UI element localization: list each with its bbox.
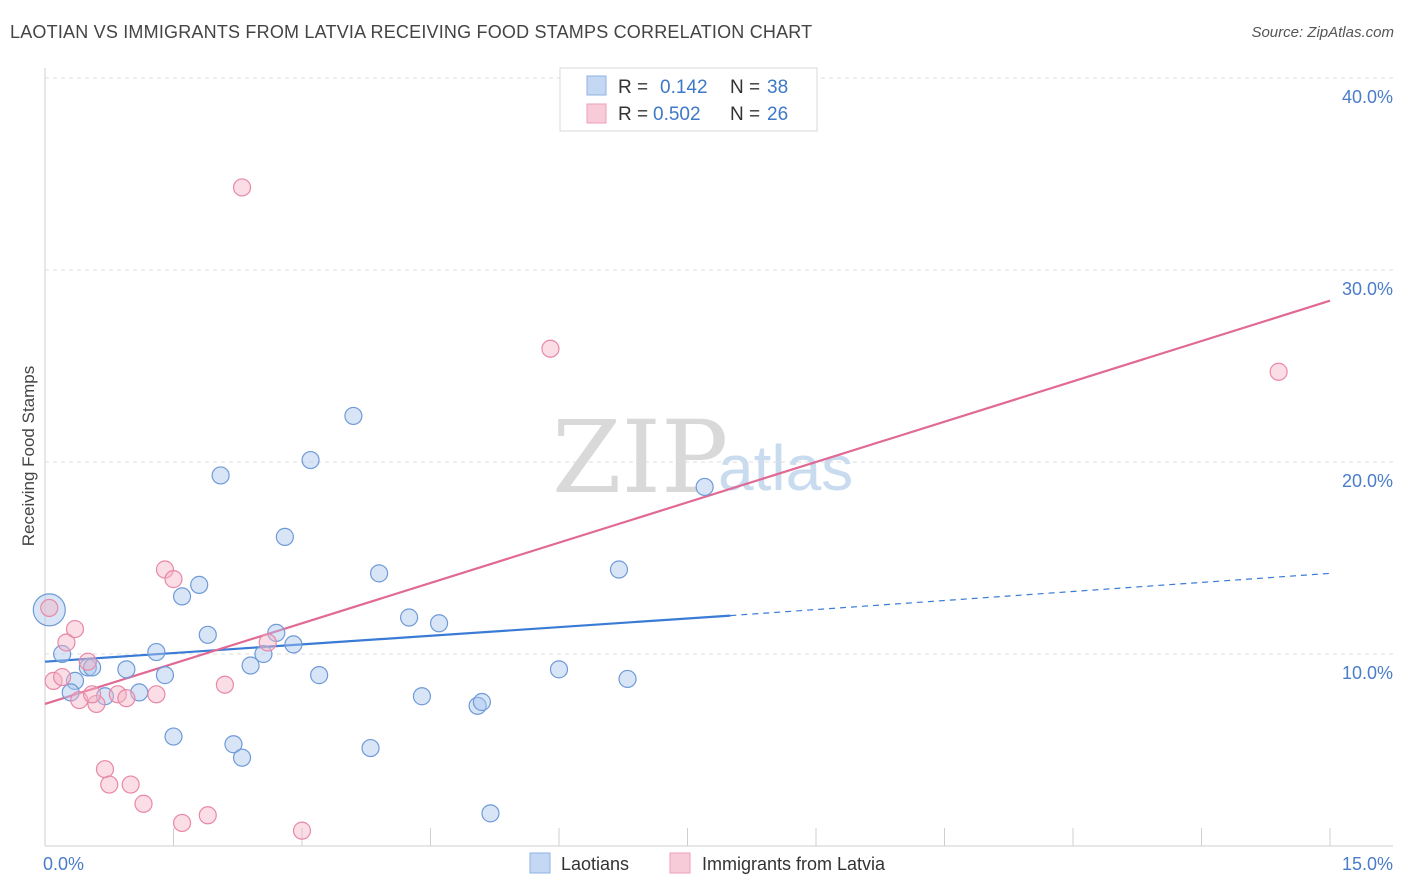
latvia-point xyxy=(121,775,140,794)
laotians-point xyxy=(695,477,714,497)
trend-lines xyxy=(44,299,1331,705)
x-ticks xyxy=(44,828,1331,846)
legend-swatch-latvia xyxy=(586,103,607,124)
x-tick-label-max: 15.0% xyxy=(1342,854,1393,874)
latvia-point xyxy=(57,633,76,652)
legend-r-label-1: R = xyxy=(618,77,648,98)
laotians-point xyxy=(78,658,97,677)
y-tick-labels: 10.0% 20.0% 30.0% 40.0% xyxy=(1342,87,1393,683)
watermark-zip: ZIP xyxy=(552,399,728,516)
latvia-point xyxy=(258,633,277,652)
laotians-point xyxy=(190,575,209,594)
latvia-point xyxy=(40,598,59,618)
laotians-point xyxy=(53,644,72,664)
bottom-legend-swatch-laotians xyxy=(529,852,551,874)
laotians-point xyxy=(32,593,66,627)
legend-n-value-1: 38 xyxy=(767,77,788,98)
latvia-point xyxy=(100,775,119,794)
laotians-point xyxy=(370,564,389,583)
bottom-legend-swatch-latvia xyxy=(669,852,691,874)
latvia-point xyxy=(65,619,85,639)
y-tick-label: 10.0% xyxy=(1342,663,1393,683)
latvia-point xyxy=(164,570,183,589)
laotians-point xyxy=(147,642,166,662)
trend-line-laotians-extension xyxy=(730,572,1331,617)
laotians-point xyxy=(164,727,183,746)
laotians-point xyxy=(412,687,432,706)
laotians-point xyxy=(275,527,294,546)
laotians-point xyxy=(344,406,363,426)
latvia-point xyxy=(541,339,560,358)
laotians-point xyxy=(361,738,380,758)
y-tick-label: 40.0% xyxy=(1342,87,1393,107)
laotians-point xyxy=(429,614,449,633)
laotians-point xyxy=(241,656,260,675)
laotians-point xyxy=(211,466,230,485)
laotians-point xyxy=(155,666,175,685)
latvia-point xyxy=(172,813,192,833)
latvia-point xyxy=(215,675,234,694)
laotians-point xyxy=(172,587,192,606)
laotians-point xyxy=(117,660,136,679)
axes xyxy=(44,68,1393,847)
grid-lines xyxy=(45,77,1393,655)
latvia-point xyxy=(292,821,312,840)
y-axis-title: Receiving Food Stamps xyxy=(19,366,38,546)
laotians-point xyxy=(198,625,217,644)
legend-swatch-laotians xyxy=(586,75,607,96)
laotians-point xyxy=(224,735,243,754)
latvia-point xyxy=(83,685,102,704)
latvia-point xyxy=(198,806,217,825)
laotians-point xyxy=(399,608,419,627)
laotians-point xyxy=(618,669,637,689)
latvia-point xyxy=(232,178,252,197)
chart-title: LAOTIAN VS IMMIGRANTS FROM LATVIA RECEIV… xyxy=(10,22,813,42)
latvia-point xyxy=(95,760,115,779)
watermark-atlas: atlas xyxy=(718,432,853,504)
laotians-point xyxy=(609,560,629,579)
trend-line-latvia xyxy=(44,299,1331,705)
bottom-legend: Laotians Immigrants from Latvia xyxy=(529,852,886,874)
laotians-point xyxy=(310,666,329,685)
y-tick-label: 20.0% xyxy=(1342,471,1393,491)
legend: R = 0.142 N = 38 R = 0.502 N = 26 xyxy=(559,67,818,132)
laotians-point xyxy=(301,450,320,470)
latvia-point xyxy=(78,652,97,671)
latvia-point xyxy=(108,685,127,704)
laotians-point xyxy=(232,748,252,767)
bottom-legend-label-laotians: Laotians xyxy=(561,854,629,874)
x-tick-label-min: 0.0% xyxy=(43,854,84,874)
laotians-point xyxy=(254,644,273,664)
latvia-point xyxy=(117,689,136,708)
latvia-point xyxy=(147,685,166,704)
laotians-point xyxy=(472,692,491,712)
legend-r-label-2: R = xyxy=(618,104,648,125)
laotians-point xyxy=(481,804,500,823)
latvia-point xyxy=(87,694,106,714)
data-points xyxy=(32,178,1288,840)
trend-line-laotians xyxy=(44,614,731,663)
legend-r-value-2: 0.502 xyxy=(653,104,701,125)
laotians-point xyxy=(549,660,569,679)
latvia-point xyxy=(1269,362,1288,381)
y-tick-label: 30.0% xyxy=(1342,279,1393,299)
latvia-point xyxy=(53,667,72,687)
legend-n-label-2: N = xyxy=(730,104,760,125)
legend-n-label-1: N = xyxy=(730,77,760,98)
laotians-point xyxy=(284,635,303,654)
source-label: Source: ZipAtlas.com xyxy=(1251,24,1394,41)
legend-r-value-1: 0.142 xyxy=(660,77,708,98)
latvia-point xyxy=(44,671,63,690)
legend-n-value-2: 26 xyxy=(767,104,788,125)
bottom-legend-label-latvia: Immigrants from Latvia xyxy=(702,854,886,874)
latvia-point xyxy=(134,794,153,813)
